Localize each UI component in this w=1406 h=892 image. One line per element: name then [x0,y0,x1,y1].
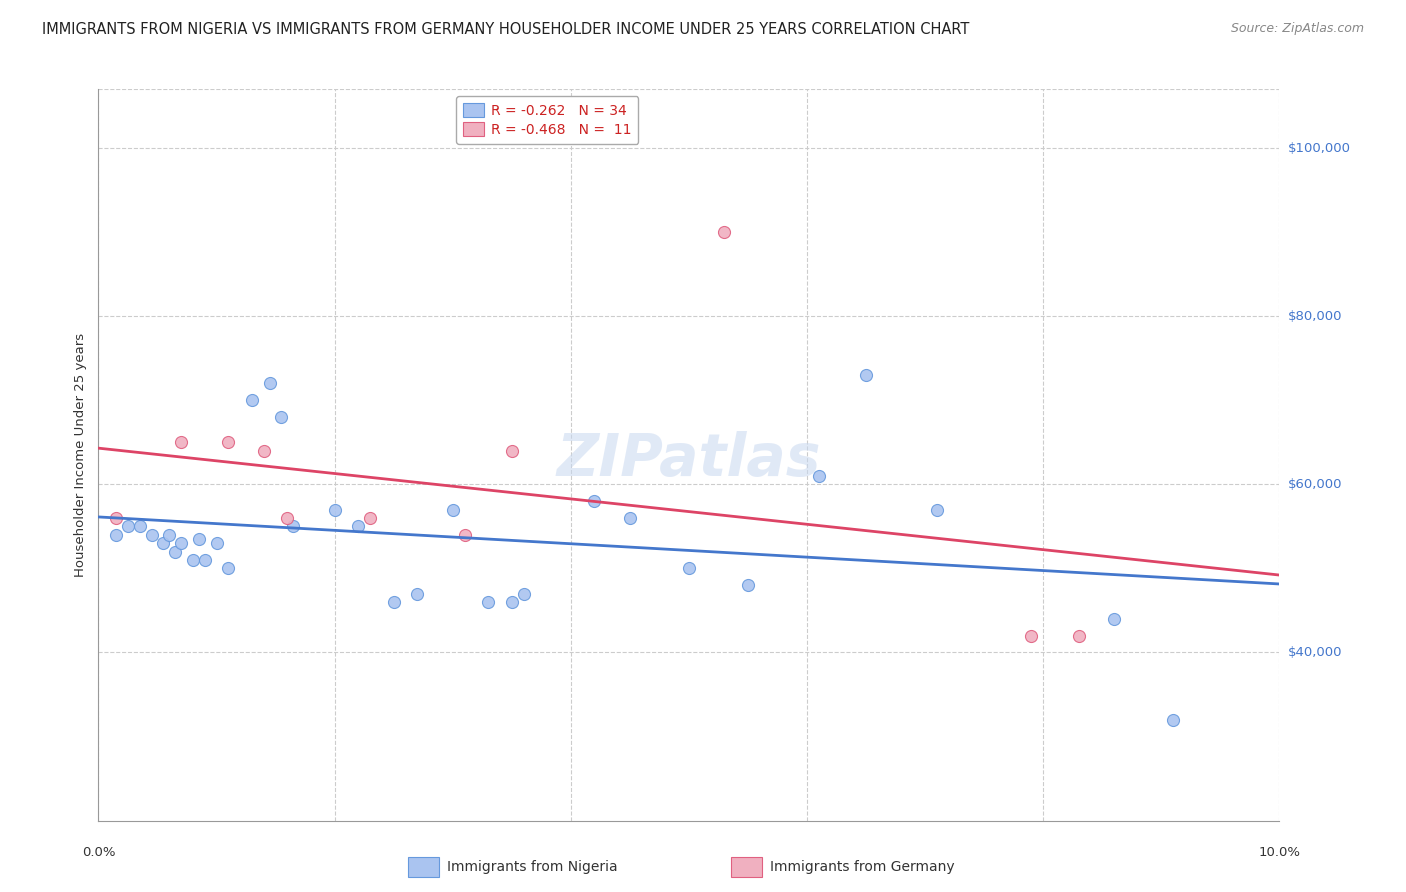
Point [512,587,534,601]
Point [259,376,281,391]
Point [406,587,429,601]
Text: $40,000: $40,000 [1288,646,1343,659]
Point [619,511,641,525]
Point [165,544,187,558]
Point [187,532,209,546]
Point [270,410,292,425]
Point [347,519,370,533]
Point [157,528,180,542]
Point [283,519,305,533]
Point [170,536,193,550]
Point [170,435,193,450]
Point [807,469,830,483]
Text: IMMIGRANTS FROM NIGERIA VS IMMIGRANTS FROM GERMANY HOUSEHOLDER INCOME UNDER 25 Y: IMMIGRANTS FROM NIGERIA VS IMMIGRANTS FR… [42,22,970,37]
Point [276,511,298,525]
Point [583,494,606,508]
Point [117,519,139,533]
Text: ZIPatlas: ZIPatlas [557,431,821,488]
Text: $80,000: $80,000 [1288,310,1343,323]
Point [1161,713,1184,727]
Point [737,578,759,592]
Point [128,519,150,533]
Y-axis label: Householder Income Under 25 years: Householder Income Under 25 years [75,333,87,577]
Text: Immigrants from Germany: Immigrants from Germany [770,860,955,874]
Point [501,595,523,609]
Text: 10.0%: 10.0% [1258,846,1301,859]
Point [105,528,128,542]
Point [713,225,735,239]
Legend: R = -0.262   N = 34, R = -0.468   N =  11: R = -0.262 N = 34, R = -0.468 N = 11 [456,96,638,144]
Point [1067,629,1090,643]
Point [477,595,499,609]
Point [105,511,128,525]
Point [323,502,346,516]
Point [152,536,174,550]
Point [181,553,204,567]
Point [217,435,239,450]
Point [141,528,163,542]
Point [501,443,523,458]
Text: 0.0%: 0.0% [82,846,115,859]
Point [205,536,228,550]
Point [441,502,464,516]
Point [382,595,405,609]
Point [453,528,475,542]
Point [194,553,217,567]
Point [240,393,263,408]
Point [359,511,381,525]
Point [925,502,948,516]
Point [1102,612,1125,626]
Point [855,368,877,382]
Text: Immigrants from Nigeria: Immigrants from Nigeria [447,860,617,874]
Point [1021,629,1043,643]
Text: $100,000: $100,000 [1288,142,1351,154]
Text: Source: ZipAtlas.com: Source: ZipAtlas.com [1230,22,1364,36]
Point [253,443,276,458]
Point [217,561,239,575]
Point [678,561,700,575]
Text: $60,000: $60,000 [1288,478,1343,491]
